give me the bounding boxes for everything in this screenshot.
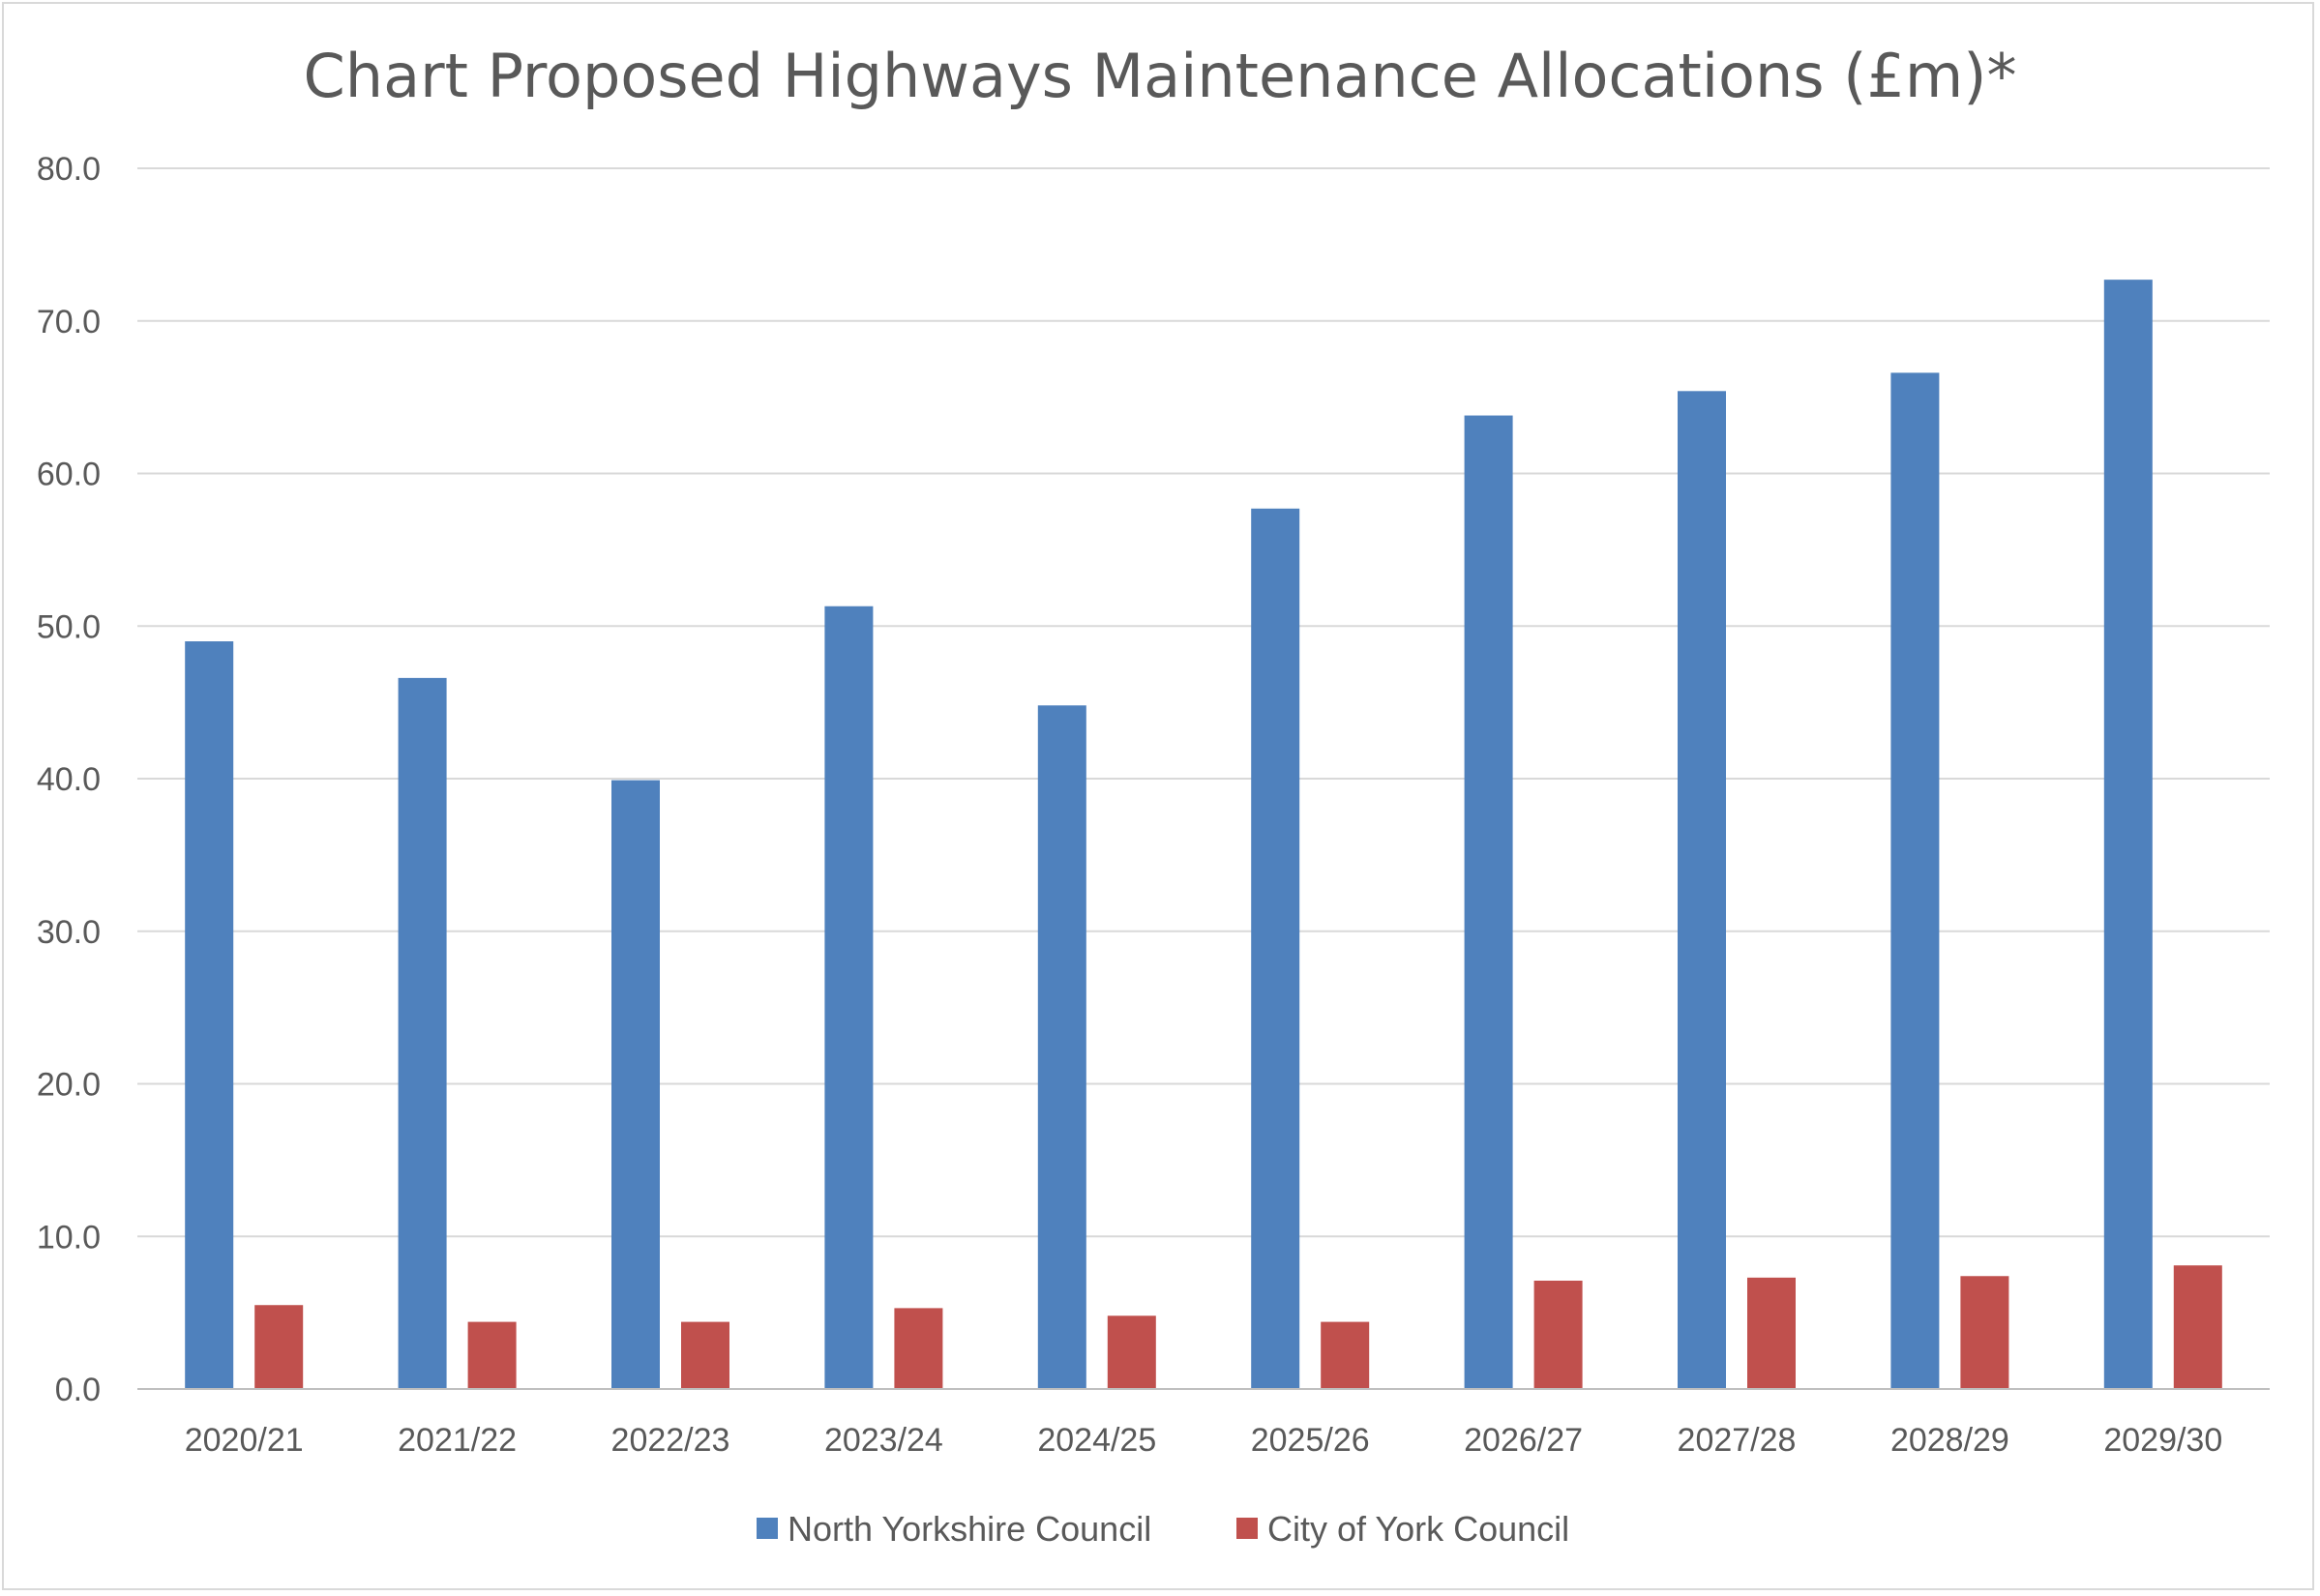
bar-north-yorkshire-council	[611, 780, 660, 1389]
x-tick-label: 2026/27	[1464, 1422, 1583, 1459]
x-tick-label: 2020/21	[185, 1422, 304, 1459]
x-tick-label: 2029/30	[2103, 1422, 2222, 1459]
y-tick-label: 70.0	[37, 304, 101, 340]
y-tick-label: 0.0	[55, 1372, 101, 1408]
x-tick-label: 2028/29	[1890, 1422, 2009, 1459]
bar-city-of-york-council	[1107, 1315, 1156, 1389]
bar-city-of-york-council	[254, 1305, 304, 1389]
bar-city-of-york-council	[2173, 1265, 2222, 1389]
bar-city-of-york-council	[1321, 1321, 1370, 1389]
y-tick-label: 20.0	[37, 1067, 101, 1104]
bar-city-of-york-council	[1747, 1277, 1796, 1389]
bar-north-yorkshire-council	[398, 677, 447, 1389]
bar-city-of-york-council	[467, 1321, 517, 1389]
x-tick-label: 2022/23	[611, 1422, 730, 1459]
legend-label-city-of-york-council: City of York Council	[1267, 1509, 1569, 1549]
bar-north-yorkshire-council	[1678, 391, 1726, 1390]
bar-north-yorkshire-council	[185, 641, 234, 1389]
bar-city-of-york-council	[1960, 1276, 2009, 1389]
y-tick-label: 40.0	[37, 761, 101, 798]
gridlines	[137, 167, 2270, 1238]
legend-label-north-yorkshire-council: North Yorkshire Council	[788, 1509, 1151, 1549]
bar-north-yorkshire-council	[1251, 508, 1300, 1389]
bar-city-of-york-council	[894, 1308, 943, 1389]
x-tick-label: 2024/25	[1037, 1422, 1156, 1459]
y-tick-label: 50.0	[37, 608, 101, 645]
y-tick-label: 10.0	[37, 1219, 101, 1256]
bar-north-yorkshire-council	[2103, 280, 2153, 1390]
y-tick-label: 80.0	[37, 151, 101, 188]
legend: North Yorkshire Council City of York Coun…	[757, 1509, 1569, 1549]
x-tick-label: 2027/28	[1678, 1422, 1797, 1459]
x-tick-label: 2021/22	[398, 1422, 517, 1459]
chart-title: Chart Proposed Highways Maintenance Allo…	[304, 41, 2017, 111]
bar-north-yorkshire-council	[1037, 705, 1086, 1389]
bar-city-of-york-council	[1533, 1280, 1583, 1389]
x-tick-label: 2023/24	[824, 1422, 943, 1459]
legend-swatch-north-yorkshire-council	[757, 1518, 778, 1539]
x-tick-label: 2025/26	[1251, 1422, 1370, 1459]
y-tick-label: 60.0	[37, 457, 101, 493]
legend-swatch-city-of-york-council	[1236, 1518, 1258, 1539]
bar-city-of-york-council	[681, 1321, 729, 1389]
y-tick-label: 30.0	[37, 914, 101, 951]
y-axis-tick-labels: 0.0 10.0 20.0 30.0 40.0 50.0 60.0 70.0 80.0	[37, 151, 101, 1408]
bar-north-yorkshire-council	[1464, 415, 1513, 1389]
bars	[185, 280, 2222, 1390]
bar-north-yorkshire-council	[824, 606, 874, 1389]
bar-north-yorkshire-council	[1890, 372, 1940, 1389]
x-axis-tick-labels: 2020/21 2021/22 2022/23 2023/24 2024/25 2025/…	[185, 1422, 2223, 1459]
